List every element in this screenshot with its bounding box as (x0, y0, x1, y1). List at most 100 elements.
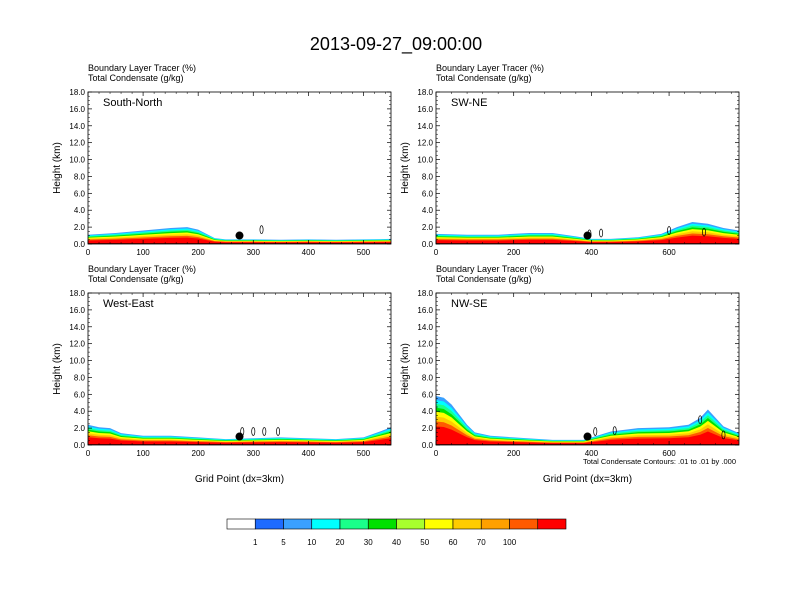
y-tick-label: 16.0 (417, 105, 433, 114)
location-marker (583, 231, 592, 240)
colorbar-label: 60 (449, 538, 458, 547)
y-tick-label: 0.0 (74, 441, 86, 450)
y-tick-label: 2.0 (74, 223, 86, 232)
y-tick-label: 10.0 (417, 156, 433, 165)
y-tick-label: 16.0 (69, 306, 85, 315)
condensate-contour (593, 427, 598, 436)
y-axis-title: Height (km) (52, 142, 63, 194)
panel-south-north: Boundary Layer Tracer (%)Total Condensat… (52, 63, 392, 257)
y-tick-label: 10.0 (417, 357, 433, 366)
y-tick-label: 18.0 (69, 88, 85, 97)
x-axis-title: Grid Point (dx=3km) (543, 474, 632, 485)
location-marker (235, 231, 244, 240)
y-tick-label: 18.0 (69, 289, 85, 298)
colorbar-swatch (396, 518, 426, 530)
y-tick-label: 4.0 (422, 206, 434, 215)
condensate-contour (259, 225, 264, 234)
y-tick-label: 2.0 (74, 424, 86, 433)
y-tick-label: 18.0 (417, 289, 433, 298)
colorbar: 1 5 10 20 30 40 50 60 70 100 (226, 518, 567, 547)
tracer-layers (436, 396, 739, 445)
colorbar-label: 1 (253, 538, 258, 547)
colorbar-swatch (509, 518, 539, 530)
y-tick-label: 2.0 (422, 223, 434, 232)
x-tick-label: 0 (434, 248, 439, 257)
panel-subtitle-tracer: Boundary Layer Tracer (%) (88, 63, 196, 73)
panel-subtitle-condensate: Total Condensate (g/kg) (436, 274, 532, 284)
y-tick-label: 12.0 (417, 139, 433, 148)
colorbar-swatch (339, 518, 369, 530)
contour-footnote: Total Condensate Contours: .01 to .01 by… (583, 457, 736, 466)
panel-sw-ne: Boundary Layer Tracer (%)Total Condensat… (400, 63, 740, 257)
colorbar-label: 70 (477, 538, 486, 547)
x-tick-label: 200 (507, 248, 521, 257)
colorbar-label: 40 (392, 538, 401, 547)
plot-frame (87, 292, 392, 446)
panel-west-east: Boundary Layer Tracer (%)Total Condensat… (52, 264, 392, 485)
plot-frame (435, 91, 740, 245)
location-marker (235, 432, 244, 441)
tracer-band-7 (88, 237, 391, 244)
panel-name: West-East (103, 298, 154, 310)
x-tick-label: 400 (585, 449, 599, 458)
condensate-contour (698, 415, 703, 425)
panel-subtitle-tracer: Boundary Layer Tracer (%) (88, 264, 196, 274)
x-tick-label: 200 (192, 449, 206, 458)
y-tick-label: 6.0 (422, 390, 434, 399)
panel-subtitle-tracer: Boundary Layer Tracer (%) (436, 63, 544, 73)
panel-subtitle-condensate: Total Condensate (g/kg) (88, 274, 184, 284)
x-tick-label: 0 (434, 449, 439, 458)
condensate-contour (599, 228, 604, 238)
plot-frame (87, 91, 392, 245)
y-axis-title: Height (km) (52, 343, 63, 395)
colorbar-label: 30 (364, 538, 373, 547)
figure-title: 2013-09-27_09:00:00 (310, 34, 482, 55)
y-tick-label: 4.0 (74, 206, 86, 215)
y-tick-label: 12.0 (69, 139, 85, 148)
tracer-layers (436, 222, 739, 244)
panel-nw-se: Boundary Layer Tracer (%)Total Condensat… (400, 264, 740, 485)
x-tick-label: 100 (136, 248, 150, 257)
tracer-layers (88, 225, 391, 244)
x-tick-label: 300 (247, 449, 261, 458)
condensate-contour (612, 426, 617, 435)
x-tick-label: 400 (585, 248, 599, 257)
x-tick-label: 0 (86, 248, 91, 257)
panel-subtitle-condensate: Total Condensate (g/kg) (436, 73, 532, 83)
x-tick-label: 600 (662, 449, 676, 458)
panel-name: NW-SE (451, 298, 487, 310)
y-tick-label: 14.0 (69, 323, 85, 332)
condensate-contour (667, 226, 672, 235)
y-tick-label: 6.0 (74, 390, 86, 399)
y-tick-label: 12.0 (417, 340, 433, 349)
y-tick-label: 4.0 (422, 407, 434, 416)
y-tick-label: 4.0 (74, 407, 86, 416)
x-tick-label: 100 (136, 449, 150, 458)
colorbar-label: 10 (307, 538, 316, 547)
tracer-layers (88, 424, 391, 445)
y-tick-label: 6.0 (74, 189, 86, 198)
y-tick-label: 6.0 (422, 189, 434, 198)
condensate-contour (702, 227, 706, 237)
y-tick-label: 14.0 (417, 122, 433, 131)
colorbar-swatch (424, 518, 454, 530)
y-tick-label: 8.0 (74, 373, 86, 382)
colorbar-label: 5 (281, 538, 286, 547)
colorbar-label: 20 (336, 538, 345, 547)
panel-subtitle-tracer: Boundary Layer Tracer (%) (436, 264, 544, 274)
y-tick-label: 0.0 (422, 441, 434, 450)
colorbar-swatch (283, 518, 313, 530)
x-tick-label: 500 (357, 449, 371, 458)
tracer-band-7 (436, 426, 739, 445)
colorbar-swatch (226, 518, 256, 530)
y-tick-label: 0.0 (74, 240, 86, 249)
colorbar-label: 50 (420, 538, 429, 547)
y-tick-label: 16.0 (417, 306, 433, 315)
panel-name: SW-NE (451, 97, 487, 109)
y-axis-title: Height (km) (400, 142, 411, 194)
condensate-contour (262, 427, 267, 436)
y-tick-label: 14.0 (69, 122, 85, 131)
panel-subtitle-condensate: Total Condensate (g/kg) (88, 73, 184, 83)
condensate-contour (276, 427, 281, 436)
